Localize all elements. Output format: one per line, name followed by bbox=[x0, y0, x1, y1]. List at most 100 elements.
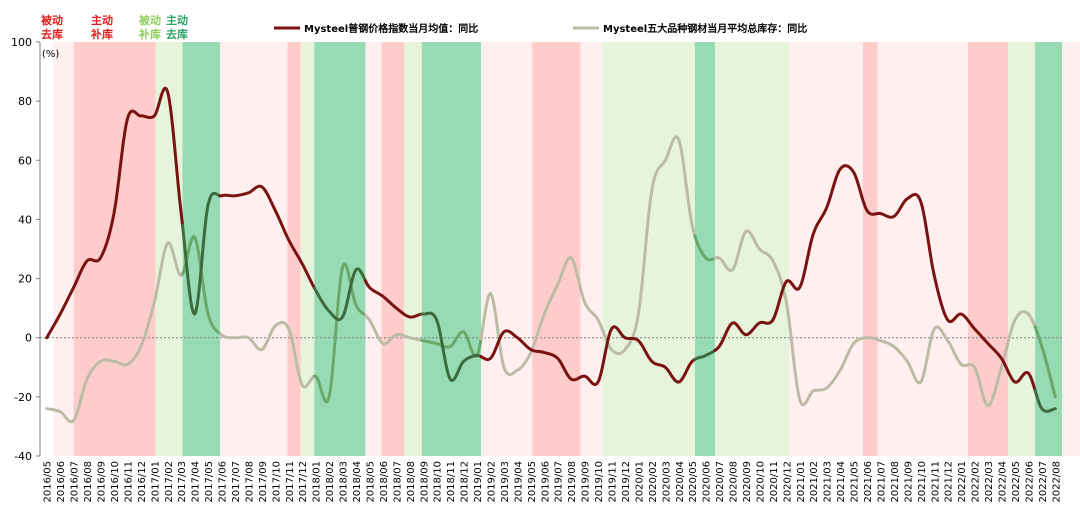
x-tick-label: 2016/11 bbox=[123, 461, 134, 503]
phase-region-passive-restock bbox=[1008, 42, 1036, 456]
y-tick-label: -20 bbox=[14, 391, 32, 404]
y-unit-label: (%) bbox=[42, 49, 59, 60]
series-line-segment bbox=[420, 311, 483, 382]
series-inventory bbox=[45, 135, 1057, 424]
series-line-segment bbox=[693, 234, 717, 262]
x-tick-label: 2017/06 bbox=[218, 461, 229, 503]
x-tick-label: 2019/12 bbox=[621, 461, 632, 503]
legend-active-destock-line1: 主动 bbox=[166, 13, 188, 27]
phase-region-passive-destock bbox=[220, 42, 288, 456]
series-price-index bbox=[45, 86, 1057, 413]
x-tick-label: 2016/07 bbox=[70, 461, 81, 503]
x-tick-label: 2016/09 bbox=[97, 461, 108, 503]
x-tick-label: 2020/05 bbox=[688, 461, 699, 503]
x-tick-label: 2016/10 bbox=[110, 461, 121, 503]
x-tick-label: 2017/04 bbox=[191, 461, 202, 503]
x-tick-label: 2021/01 bbox=[796, 461, 807, 503]
x-tick-label: 2021/02 bbox=[809, 461, 820, 503]
x-tick-label: 2019/03 bbox=[500, 461, 511, 503]
x-tick-label: 2018/10 bbox=[433, 461, 444, 503]
x-tick-label: 2019/04 bbox=[513, 461, 524, 503]
x-tick-label: 2019/01 bbox=[473, 461, 484, 503]
x-tick-label: 2021/07 bbox=[876, 461, 887, 503]
x-tick-label: 2022/03 bbox=[984, 461, 995, 503]
series-line-segment bbox=[479, 325, 697, 387]
x-tick-label: 2017/10 bbox=[271, 461, 282, 503]
x-tick-label: 2021/08 bbox=[890, 461, 901, 503]
phase-region-passive-restock bbox=[300, 42, 315, 456]
x-tick-label: 2022/06 bbox=[1024, 461, 1035, 503]
legend-label-inventory: Mysteel五大品种钢材当月平均总库存：同比 bbox=[603, 22, 807, 35]
x-tick-label: 2017/12 bbox=[298, 461, 309, 503]
x-tick-label: 2020/01 bbox=[634, 461, 645, 503]
series-line-segment bbox=[181, 191, 222, 316]
phase-region-active-destock bbox=[1035, 42, 1062, 456]
phase-region-passive-destock bbox=[1062, 42, 1080, 456]
x-tick-label: 2021/03 bbox=[823, 461, 834, 503]
phase-region-passive-destock bbox=[877, 42, 968, 456]
x-tick-label: 2017/05 bbox=[204, 461, 215, 503]
x-tick-label: 2021/12 bbox=[944, 461, 955, 503]
x-tick-label: 2021/06 bbox=[863, 461, 874, 503]
series-line-segment bbox=[1033, 325, 1057, 399]
x-tick-label: 2018/12 bbox=[460, 461, 471, 503]
phase-region-active-destock bbox=[314, 42, 366, 456]
x-tick-label: 2019/02 bbox=[486, 461, 497, 503]
series-line-segment bbox=[363, 279, 424, 319]
x-tick-label: 2020/09 bbox=[742, 461, 753, 503]
x-tick-label: 2020/04 bbox=[675, 461, 686, 503]
legend-passive-destock-line2: 去库 bbox=[41, 27, 63, 41]
x-tick-label: 2022/05 bbox=[1011, 461, 1022, 503]
x-tick-label: 2019/08 bbox=[567, 461, 578, 503]
phase-legend: 被动 去库 主动 补库 被动 补库 主动 去库 bbox=[41, 13, 188, 41]
series-line-segment bbox=[713, 164, 1037, 392]
phase-region-active-restock bbox=[967, 42, 1009, 456]
legend-active-restock-line2: 补库 bbox=[90, 27, 113, 41]
phase-regions bbox=[53, 42, 1080, 456]
y-tick-label: 60 bbox=[18, 154, 32, 167]
series-line-segment bbox=[713, 229, 1037, 408]
x-tick-label: 2016/12 bbox=[137, 461, 148, 503]
phase-region-active-restock bbox=[532, 42, 581, 456]
series-line-segment bbox=[218, 320, 316, 389]
y-tick-label: 40 bbox=[18, 213, 32, 226]
series-line-segment bbox=[312, 262, 367, 404]
phase-region-passive-restock bbox=[602, 42, 695, 456]
y-tick-label: 80 bbox=[18, 95, 32, 108]
x-tick-label: 2018/06 bbox=[379, 461, 390, 503]
phase-region-passive-destock bbox=[580, 42, 603, 456]
x-tick-label: 2021/04 bbox=[836, 461, 847, 503]
x-tick-label: 2022/08 bbox=[1051, 461, 1062, 503]
phase-region-active-destock bbox=[421, 42, 482, 456]
series-line-segment bbox=[312, 267, 367, 322]
phase-region-active-restock bbox=[73, 42, 156, 456]
x-tick-label: 2019/06 bbox=[540, 461, 551, 503]
x-tick-label: 2018/09 bbox=[419, 461, 430, 503]
x-tick-label: 2018/04 bbox=[352, 461, 363, 503]
x-tick-labels: 2016/05 2016/06 2016/07 2016/08 2016/09 2016/… bbox=[43, 461, 1063, 503]
x-tick-label: 2017/01 bbox=[150, 461, 161, 503]
x-tick-label: 2022/07 bbox=[1038, 461, 1049, 503]
x-tick-label: 2021/05 bbox=[850, 461, 861, 503]
x-tick-label: 2021/09 bbox=[903, 461, 914, 503]
x-tick-label: 2018/05 bbox=[365, 461, 376, 503]
x-tick-label: 2020/11 bbox=[769, 461, 780, 503]
x-tick-label: 2020/06 bbox=[702, 461, 713, 503]
series-lines bbox=[45, 86, 1057, 424]
x-tick-label: 2018/03 bbox=[339, 461, 350, 503]
legend-active-restock-line1: 主动 bbox=[91, 13, 113, 27]
x-tick-label: 2018/08 bbox=[406, 461, 417, 503]
y-tick-label: -40 bbox=[14, 450, 32, 463]
y-tick-label: 20 bbox=[18, 273, 32, 286]
x-tick-label: 2017/07 bbox=[231, 461, 242, 503]
x-tick-label: 2017/09 bbox=[258, 461, 269, 503]
x-tick-label: 2021/10 bbox=[917, 461, 928, 503]
x-tick-label: 2019/07 bbox=[554, 461, 565, 503]
x-tick-label: 2018/02 bbox=[325, 461, 336, 503]
axes bbox=[39, 42, 1062, 456]
legend-passive-restock-line1: 被动 bbox=[139, 13, 161, 27]
series-line-segment bbox=[420, 330, 483, 358]
series-line-segment bbox=[363, 314, 424, 346]
